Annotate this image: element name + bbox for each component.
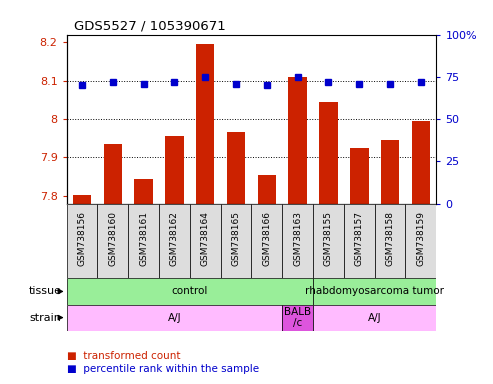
- Text: GDS5527 / 105390671: GDS5527 / 105390671: [74, 19, 226, 32]
- Bar: [288, 77, 307, 204]
- Bar: [350, 148, 368, 204]
- Bar: [381, 140, 399, 204]
- Bar: [165, 136, 184, 204]
- Bar: [227, 132, 245, 204]
- Text: GSM738164: GSM738164: [201, 211, 210, 266]
- Text: ■  percentile rank within the sample: ■ percentile rank within the sample: [67, 364, 259, 374]
- Bar: [251, 204, 282, 278]
- Bar: [73, 195, 91, 204]
- Bar: [134, 179, 153, 204]
- Text: GSM738160: GSM738160: [108, 211, 117, 266]
- Bar: [313, 204, 344, 278]
- Text: GSM738166: GSM738166: [262, 211, 271, 266]
- Bar: [282, 305, 313, 331]
- Bar: [159, 204, 190, 278]
- Text: GSM738158: GSM738158: [386, 211, 394, 266]
- Bar: [190, 204, 221, 278]
- Text: tissue: tissue: [29, 286, 62, 296]
- Bar: [319, 102, 338, 204]
- Text: GSM738157: GSM738157: [355, 211, 364, 266]
- Text: GSM738161: GSM738161: [139, 211, 148, 266]
- Bar: [221, 204, 251, 278]
- Bar: [128, 204, 159, 278]
- Text: GSM738156: GSM738156: [77, 211, 86, 266]
- Bar: [257, 175, 276, 204]
- Bar: [412, 121, 430, 204]
- Bar: [344, 204, 375, 278]
- Text: GSM738159: GSM738159: [417, 211, 425, 266]
- Text: GSM738165: GSM738165: [232, 211, 241, 266]
- Bar: [405, 204, 436, 278]
- Text: ■  transformed count: ■ transformed count: [67, 351, 180, 361]
- Bar: [67, 204, 98, 278]
- Text: A/J: A/J: [368, 313, 382, 323]
- Text: A/J: A/J: [168, 313, 181, 323]
- Text: BALB
/c: BALB /c: [284, 307, 311, 328]
- Bar: [104, 144, 122, 204]
- Bar: [67, 305, 282, 331]
- Text: rhabdomyosarcoma tumor: rhabdomyosarcoma tumor: [305, 286, 444, 296]
- Bar: [313, 278, 436, 305]
- Bar: [98, 204, 128, 278]
- Text: GSM738155: GSM738155: [324, 211, 333, 266]
- Bar: [375, 204, 405, 278]
- Text: control: control: [172, 286, 208, 296]
- Text: GSM738163: GSM738163: [293, 211, 302, 266]
- Text: GSM738162: GSM738162: [170, 211, 179, 266]
- Bar: [282, 204, 313, 278]
- Bar: [67, 278, 313, 305]
- Bar: [313, 305, 436, 331]
- Bar: [196, 44, 214, 204]
- Text: strain: strain: [30, 313, 62, 323]
